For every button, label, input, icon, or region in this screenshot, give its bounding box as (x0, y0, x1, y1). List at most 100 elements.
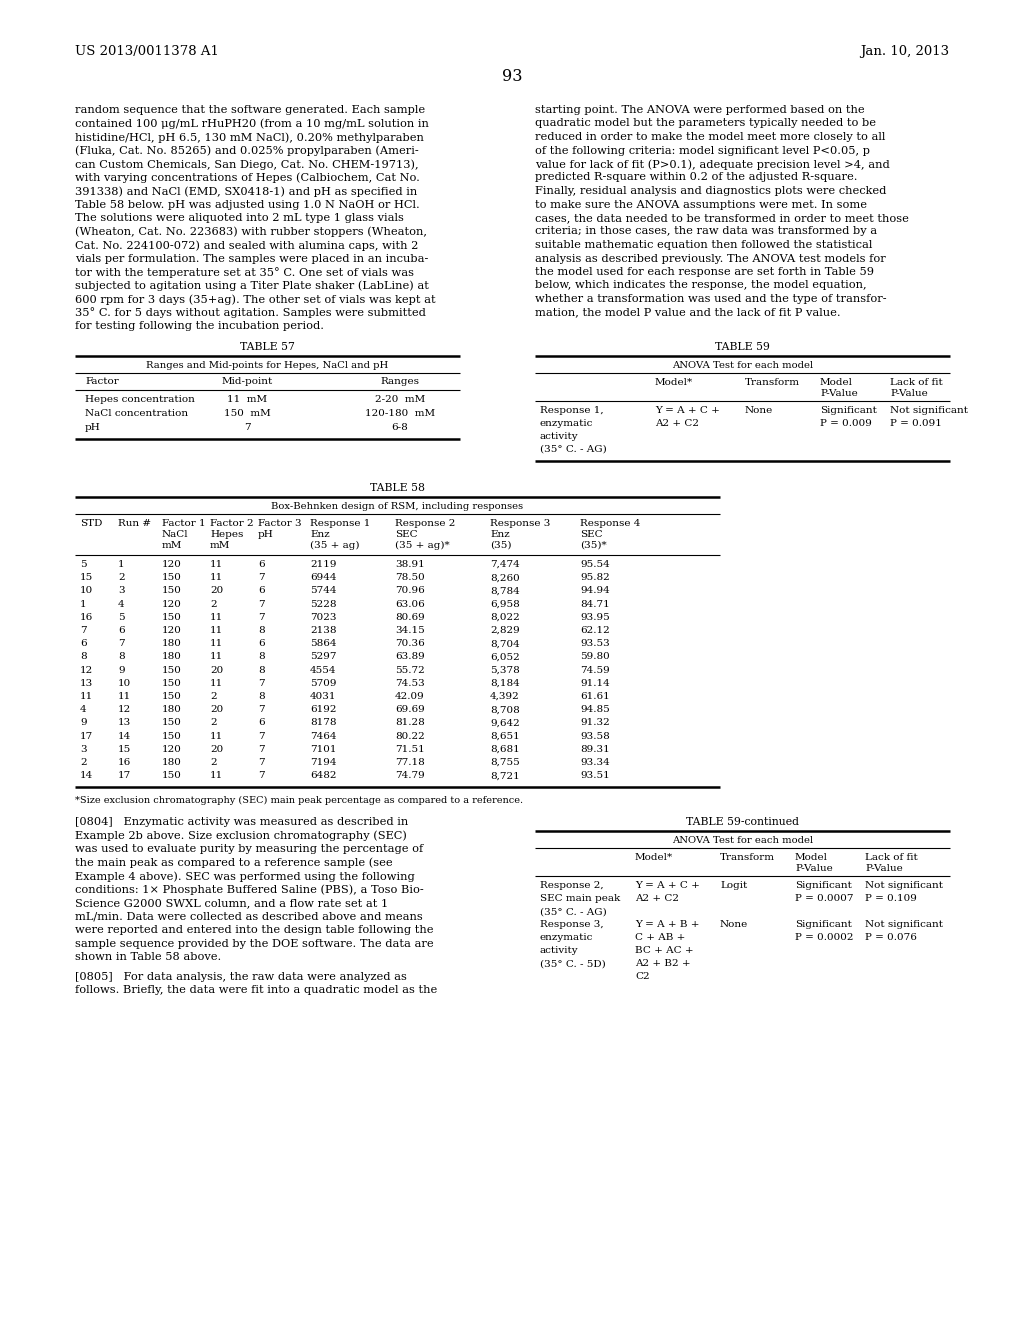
Text: Run #: Run # (118, 519, 152, 528)
Text: P = 0.009: P = 0.009 (820, 418, 871, 428)
Text: 14: 14 (80, 771, 93, 780)
Text: 9: 9 (80, 718, 87, 727)
Text: 8: 8 (80, 652, 87, 661)
Text: 1: 1 (118, 560, 125, 569)
Text: P-Value: P-Value (820, 389, 858, 399)
Text: The solutions were aliquoted into 2 mL type 1 glass vials: The solutions were aliquoted into 2 mL t… (75, 213, 403, 223)
Text: 6: 6 (258, 639, 264, 648)
Text: 93.53: 93.53 (580, 639, 609, 648)
Text: 12: 12 (118, 705, 131, 714)
Text: 5744: 5744 (310, 586, 337, 595)
Text: 150  mM: 150 mM (224, 409, 271, 418)
Text: histidine/HCl, pH 6.5, 130 mM NaCl), 0.20% methylparaben: histidine/HCl, pH 6.5, 130 mM NaCl), 0.2… (75, 132, 424, 143)
Text: 391338) and NaCl (EMD, SX0418-1) and pH as specified in: 391338) and NaCl (EMD, SX0418-1) and pH … (75, 186, 417, 197)
Text: 9: 9 (118, 665, 125, 675)
Text: 8,755: 8,755 (490, 758, 520, 767)
Text: Transform: Transform (720, 854, 775, 862)
Text: 80.22: 80.22 (395, 731, 425, 741)
Text: for testing following the incubation period.: for testing following the incubation per… (75, 321, 324, 331)
Text: P-Value: P-Value (865, 865, 903, 874)
Text: SEC: SEC (580, 531, 603, 539)
Text: Response 1: Response 1 (310, 519, 371, 528)
Text: 17: 17 (118, 771, 131, 780)
Text: Not significant: Not significant (865, 920, 943, 929)
Text: Factor 3: Factor 3 (258, 519, 302, 528)
Text: Jan. 10, 2013: Jan. 10, 2013 (860, 45, 949, 58)
Text: Table 58 below. pH was adjusted using 1.0 N NaOH or HCl.: Table 58 below. pH was adjusted using 1.… (75, 199, 420, 210)
Text: enzymatic: enzymatic (540, 933, 593, 942)
Text: 8,184: 8,184 (490, 678, 520, 688)
Text: 74.59: 74.59 (580, 665, 609, 675)
Text: Model: Model (795, 854, 828, 862)
Text: 7: 7 (258, 744, 264, 754)
Text: 600 rpm for 3 days (35+ag). The other set of vials was kept at: 600 rpm for 3 days (35+ag). The other se… (75, 294, 435, 305)
Text: 35° C. for 5 days without agitation. Samples were submitted: 35° C. for 5 days without agitation. Sam… (75, 308, 426, 318)
Text: the model used for each response are set forth in Table 59: the model used for each response are set… (535, 267, 874, 277)
Text: None: None (745, 407, 773, 414)
Text: 34.15: 34.15 (395, 626, 425, 635)
Text: [0805]   For data analysis, the raw data were analyzed as: [0805] For data analysis, the raw data w… (75, 972, 407, 982)
Text: ANOVA Test for each model: ANOVA Test for each model (672, 360, 813, 370)
Text: mation, the model P value and the lack of fit P value.: mation, the model P value and the lack o… (535, 308, 841, 318)
Text: (35° C. - AG): (35° C. - AG) (540, 445, 607, 454)
Text: 7: 7 (258, 678, 264, 688)
Text: 93: 93 (502, 69, 522, 84)
Text: P-Value: P-Value (890, 389, 928, 399)
Text: 95.82: 95.82 (580, 573, 609, 582)
Text: 61.61: 61.61 (580, 692, 609, 701)
Text: BC + AC +: BC + AC + (635, 946, 693, 956)
Text: 2: 2 (210, 718, 217, 727)
Text: 8: 8 (258, 626, 264, 635)
Text: 6944: 6944 (310, 573, 337, 582)
Text: sample sequence provided by the DOE software. The data are: sample sequence provided by the DOE soft… (75, 939, 433, 949)
Text: TABLE 58: TABLE 58 (370, 483, 425, 492)
Text: 6482: 6482 (310, 771, 337, 780)
Text: Y = A + B +: Y = A + B + (635, 920, 699, 929)
Text: A2 + C2: A2 + C2 (635, 895, 679, 903)
Text: 5: 5 (80, 560, 87, 569)
Text: Lack of fit: Lack of fit (890, 378, 943, 387)
Text: 7101: 7101 (310, 744, 337, 754)
Text: 150: 150 (162, 718, 182, 727)
Text: 71.51: 71.51 (395, 744, 425, 754)
Text: can Custom Chemicals, San Diego, Cat. No. CHEM-19713),: can Custom Chemicals, San Diego, Cat. No… (75, 158, 419, 169)
Text: 8178: 8178 (310, 718, 337, 727)
Text: criteria; in those cases, the raw data was transformed by a: criteria; in those cases, the raw data w… (535, 227, 878, 236)
Text: 150: 150 (162, 612, 182, 622)
Text: 6: 6 (118, 626, 125, 635)
Text: 11: 11 (210, 771, 223, 780)
Text: 14: 14 (118, 731, 131, 741)
Text: 4031: 4031 (310, 692, 337, 701)
Text: 2: 2 (210, 692, 217, 701)
Text: 180: 180 (162, 652, 182, 661)
Text: P-Value: P-Value (795, 865, 833, 874)
Text: 11: 11 (210, 612, 223, 622)
Text: shown in Table 58 above.: shown in Table 58 above. (75, 953, 221, 962)
Text: tor with the temperature set at 35° C. One set of vials was: tor with the temperature set at 35° C. O… (75, 267, 414, 279)
Text: TABLE 59: TABLE 59 (715, 342, 770, 352)
Text: Model*: Model* (635, 854, 673, 862)
Text: conditions: 1× Phosphate Buffered Saline (PBS), a Toso Bio-: conditions: 1× Phosphate Buffered Saline… (75, 884, 424, 895)
Text: 8,704: 8,704 (490, 639, 520, 648)
Text: 93.34: 93.34 (580, 758, 609, 767)
Text: 6192: 6192 (310, 705, 337, 714)
Text: 180: 180 (162, 758, 182, 767)
Text: (35° C. - 5D): (35° C. - 5D) (540, 960, 606, 969)
Text: 7: 7 (244, 422, 251, 432)
Text: Ranges: Ranges (381, 378, 420, 385)
Text: 150: 150 (162, 771, 182, 780)
Text: 8,784: 8,784 (490, 586, 520, 595)
Text: follows. Briefly, the data were fit into a quadratic model as the: follows. Briefly, the data were fit into… (75, 986, 437, 995)
Text: 150: 150 (162, 573, 182, 582)
Text: 93.58: 93.58 (580, 731, 609, 741)
Text: 7: 7 (258, 612, 264, 622)
Text: TABLE 57: TABLE 57 (240, 342, 295, 352)
Text: 93.51: 93.51 (580, 771, 609, 780)
Text: mL/min. Data were collected as described above and means: mL/min. Data were collected as described… (75, 912, 423, 921)
Text: 7: 7 (258, 771, 264, 780)
Text: Factor 2: Factor 2 (210, 519, 254, 528)
Text: 11  mM: 11 mM (227, 395, 267, 404)
Text: 120: 120 (162, 599, 182, 609)
Text: 6: 6 (258, 560, 264, 569)
Text: 5864: 5864 (310, 639, 337, 648)
